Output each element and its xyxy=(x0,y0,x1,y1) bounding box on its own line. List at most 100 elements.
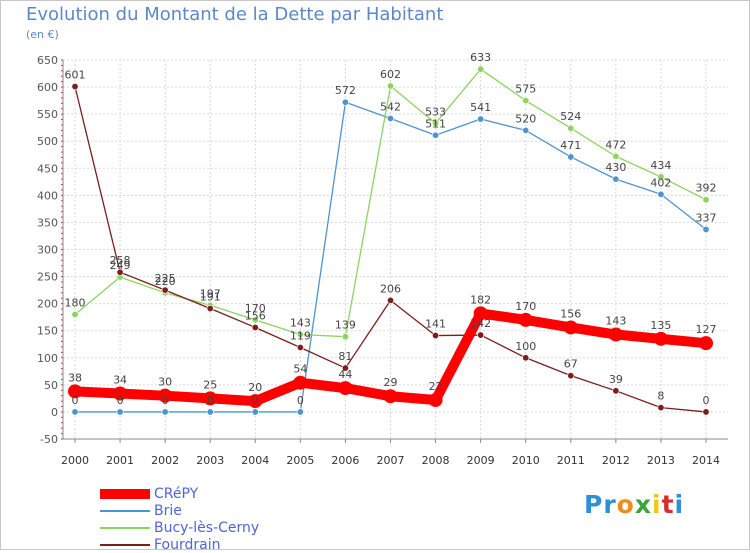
data-point xyxy=(296,343,304,351)
data-label: 601 xyxy=(65,69,86,82)
data-point xyxy=(522,126,530,134)
data-label: 542 xyxy=(380,100,401,113)
logo-letter: i xyxy=(652,490,662,519)
logo-letter: r xyxy=(603,490,617,519)
data-label: 67 xyxy=(564,358,578,371)
y-tick-label: 350 xyxy=(37,216,58,229)
data-point xyxy=(338,381,353,396)
data-label: 54 xyxy=(293,363,307,376)
y-tick-label: 100 xyxy=(37,352,58,365)
data-label: 511 xyxy=(425,117,446,130)
data-point xyxy=(428,393,443,408)
x-tick-label: 2000 xyxy=(61,454,89,467)
data-label: 0 xyxy=(162,394,169,407)
data-label: 533 xyxy=(425,105,446,118)
data-point xyxy=(563,320,578,335)
data-point xyxy=(567,153,575,161)
data-point xyxy=(251,408,259,416)
data-label: 30 xyxy=(158,376,172,389)
data-label: 20 xyxy=(248,381,262,394)
data-label: 520 xyxy=(515,112,536,125)
legend-swatch xyxy=(100,489,150,499)
data-label: 127 xyxy=(696,323,717,336)
data-point xyxy=(296,408,304,416)
data-label: 541 xyxy=(470,101,491,114)
data-label: 156 xyxy=(560,307,581,320)
line-chart: -500501001502002503003504004505005506006… xyxy=(37,51,728,467)
legend-swatch xyxy=(100,510,150,512)
data-point xyxy=(161,286,169,294)
legend-item: CRéPY xyxy=(100,486,360,502)
legend-label: Fourdrain xyxy=(154,537,221,553)
data-point xyxy=(657,173,665,181)
y-tick-label: 150 xyxy=(37,325,58,338)
data-point xyxy=(657,190,665,198)
y-tick-label: 250 xyxy=(37,271,58,284)
legend-label: CRéPY xyxy=(154,486,199,502)
x-tick-label: 2011 xyxy=(557,454,585,467)
data-labels: 0 0 0 0 0 05725425115415204714304023371802492… xyxy=(65,51,717,407)
legend-label: Bucy-lès-Cerny xyxy=(154,520,260,536)
data-label: 29 xyxy=(384,376,398,389)
data-point xyxy=(608,327,623,342)
data-point xyxy=(386,82,394,90)
legend-swatch xyxy=(100,544,150,546)
data-point xyxy=(161,408,169,416)
data-label: 25 xyxy=(203,378,217,391)
data-label: 197 xyxy=(200,287,221,300)
y-tick-label: 650 xyxy=(37,54,58,67)
series-lines xyxy=(68,65,713,416)
data-point xyxy=(71,83,79,91)
data-point xyxy=(612,175,620,183)
data-point xyxy=(341,333,349,341)
data-label: 249 xyxy=(110,259,131,272)
data-label: 0 xyxy=(207,394,214,407)
x-tick-label: 2006 xyxy=(331,454,359,467)
data-point xyxy=(71,310,79,318)
data-label: 0 xyxy=(72,394,79,407)
chart-subtitle: (en €) xyxy=(26,28,59,41)
data-point xyxy=(251,316,259,324)
data-point xyxy=(522,354,530,362)
data-point xyxy=(518,312,533,327)
data-label: 34 xyxy=(113,374,127,387)
data-point xyxy=(248,394,263,409)
data-point xyxy=(432,332,440,340)
data-label: 471 xyxy=(560,139,581,152)
axes: -500501001502002503003504004505005506006… xyxy=(37,54,728,467)
data-label: 191 xyxy=(200,291,221,304)
x-tick-label: 2001 xyxy=(106,454,134,467)
data-point xyxy=(657,404,665,412)
data-label: 39 xyxy=(609,373,623,386)
data-label: 602 xyxy=(380,68,401,81)
grid-lines xyxy=(63,59,728,440)
data-label: 472 xyxy=(605,138,626,151)
logo-letter: x xyxy=(634,490,652,519)
data-label: 220 xyxy=(155,275,176,288)
data-label: 182 xyxy=(470,293,491,306)
data-point xyxy=(386,114,394,122)
data-label: 633 xyxy=(470,51,491,64)
x-tick-label: 2005 xyxy=(286,454,314,467)
data-point xyxy=(522,97,530,105)
data-point xyxy=(71,408,79,416)
data-label: 170 xyxy=(515,300,536,313)
data-point xyxy=(293,375,308,390)
y-tick-label: 450 xyxy=(37,162,58,175)
data-point xyxy=(206,305,214,313)
data-label: 206 xyxy=(380,282,401,295)
data-point xyxy=(113,386,128,401)
y-tick-label: 550 xyxy=(37,108,58,121)
x-tick-label: 2008 xyxy=(422,454,450,467)
data-label: 141 xyxy=(425,318,446,331)
x-tick-label: 2012 xyxy=(602,454,630,467)
logo-letter: t xyxy=(661,490,675,519)
legend-item: Bucy-lès-Cerny xyxy=(100,520,360,536)
y-tick-label: 0 xyxy=(51,406,58,419)
data-label: 225 xyxy=(155,272,176,285)
y-tick-label: -50 xyxy=(40,433,58,446)
data-label: 22 xyxy=(429,380,443,393)
proxiti-logo: Proxiti xyxy=(584,490,684,519)
data-label: 524 xyxy=(560,110,581,123)
x-tick-label: 2010 xyxy=(512,454,540,467)
